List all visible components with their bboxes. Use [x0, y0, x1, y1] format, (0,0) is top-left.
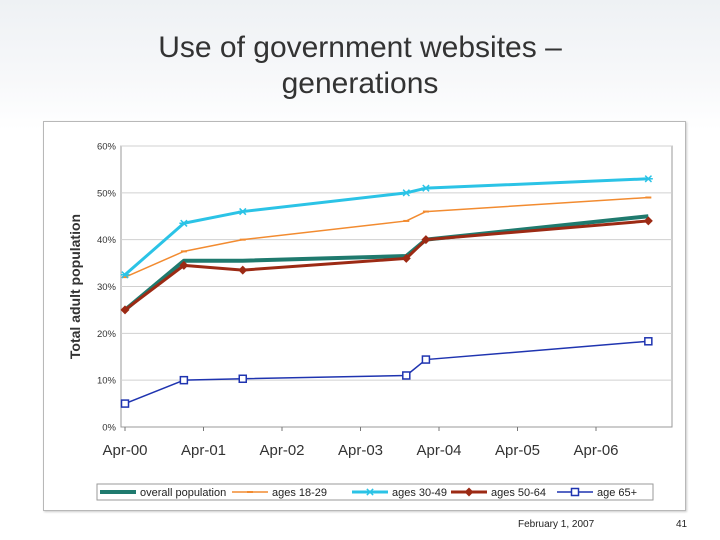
- footer-date: February 1, 2007: [518, 519, 595, 530]
- data-point-square: [402, 371, 411, 380]
- legend-item: ages 50-64: [451, 487, 546, 499]
- legend-item: ages 18-29: [232, 487, 327, 499]
- star-stroke: [422, 184, 430, 192]
- y-tick-label: 20%: [97, 329, 117, 340]
- x-tick-label: Apr-00: [102, 442, 147, 459]
- page-number: 41: [676, 519, 688, 530]
- star-stroke: [644, 175, 653, 183]
- x-tick-label: Apr-05: [495, 442, 540, 459]
- data-point-diamond: [120, 305, 130, 315]
- data-point-square: [570, 487, 580, 497]
- data-point-diamond: [643, 216, 653, 226]
- y-tick-label: 60%: [97, 142, 117, 153]
- data-point-diamond: [179, 260, 189, 270]
- legend-item: overall population: [100, 487, 226, 499]
- star-stroke: [121, 271, 129, 279]
- series-line: [124, 196, 649, 278]
- y-tick-label: 0%: [102, 423, 116, 434]
- series-ages-50-64: [120, 216, 653, 315]
- x-tick-label: Apr-06: [573, 442, 618, 459]
- data-point-square: [238, 374, 247, 384]
- y-tick-label: 40%: [97, 235, 117, 246]
- legend-label: ages 18-29: [272, 487, 327, 499]
- legend-item: ages 30-49: [352, 487, 447, 499]
- background-decoration: [0, 0, 720, 130]
- data-point-star: [179, 219, 189, 227]
- star-stroke: [402, 189, 410, 197]
- data-point-diamond: [401, 253, 411, 263]
- series-line: [124, 177, 649, 276]
- data-point-star: [238, 207, 248, 216]
- x-tick-label: Apr-04: [416, 442, 461, 459]
- series-age-65-: [120, 337, 653, 408]
- data-point-star: [365, 488, 375, 496]
- star-stroke: [239, 207, 247, 216]
- star-stroke: [180, 219, 188, 227]
- series-ages-30-49: [120, 175, 653, 279]
- data-point-square: [644, 337, 653, 346]
- series-line: [124, 340, 649, 405]
- data-point-square: [421, 355, 431, 364]
- y-axis-label: Total adult population: [67, 214, 83, 359]
- slide-title-line2: generations: [281, 67, 439, 100]
- series-line: [124, 219, 649, 312]
- data-point-diamond: [421, 235, 431, 245]
- data-point-diamond: [238, 265, 248, 275]
- legend-label: age 65+: [597, 487, 637, 499]
- x-tick-label: Apr-01: [181, 442, 226, 459]
- data-point-star: [421, 184, 431, 192]
- legend-label: overall population: [140, 487, 226, 499]
- x-tick-label: Apr-02: [259, 442, 304, 459]
- slide-title: Use of government websites – generations: [60, 30, 660, 102]
- data-point-star: [401, 189, 411, 197]
- data-point-square: [120, 399, 130, 408]
- y-tick-label: 30%: [97, 282, 117, 293]
- star-stroke: [366, 488, 374, 496]
- data-point-diamond: [464, 487, 474, 497]
- data-point-star: [643, 175, 653, 183]
- legend-label: ages 50-64: [491, 487, 546, 499]
- data-point-square: [179, 375, 189, 385]
- y-tick-label: 10%: [97, 376, 117, 387]
- legend-label: ages 30-49: [392, 487, 447, 499]
- slide-title-line1: Use of government websites –: [158, 31, 562, 64]
- data-point-star: [120, 271, 130, 279]
- legend-item: age 65+: [557, 487, 637, 499]
- y-tick-label: 50%: [97, 188, 117, 199]
- x-tick-label: Apr-03: [338, 442, 383, 459]
